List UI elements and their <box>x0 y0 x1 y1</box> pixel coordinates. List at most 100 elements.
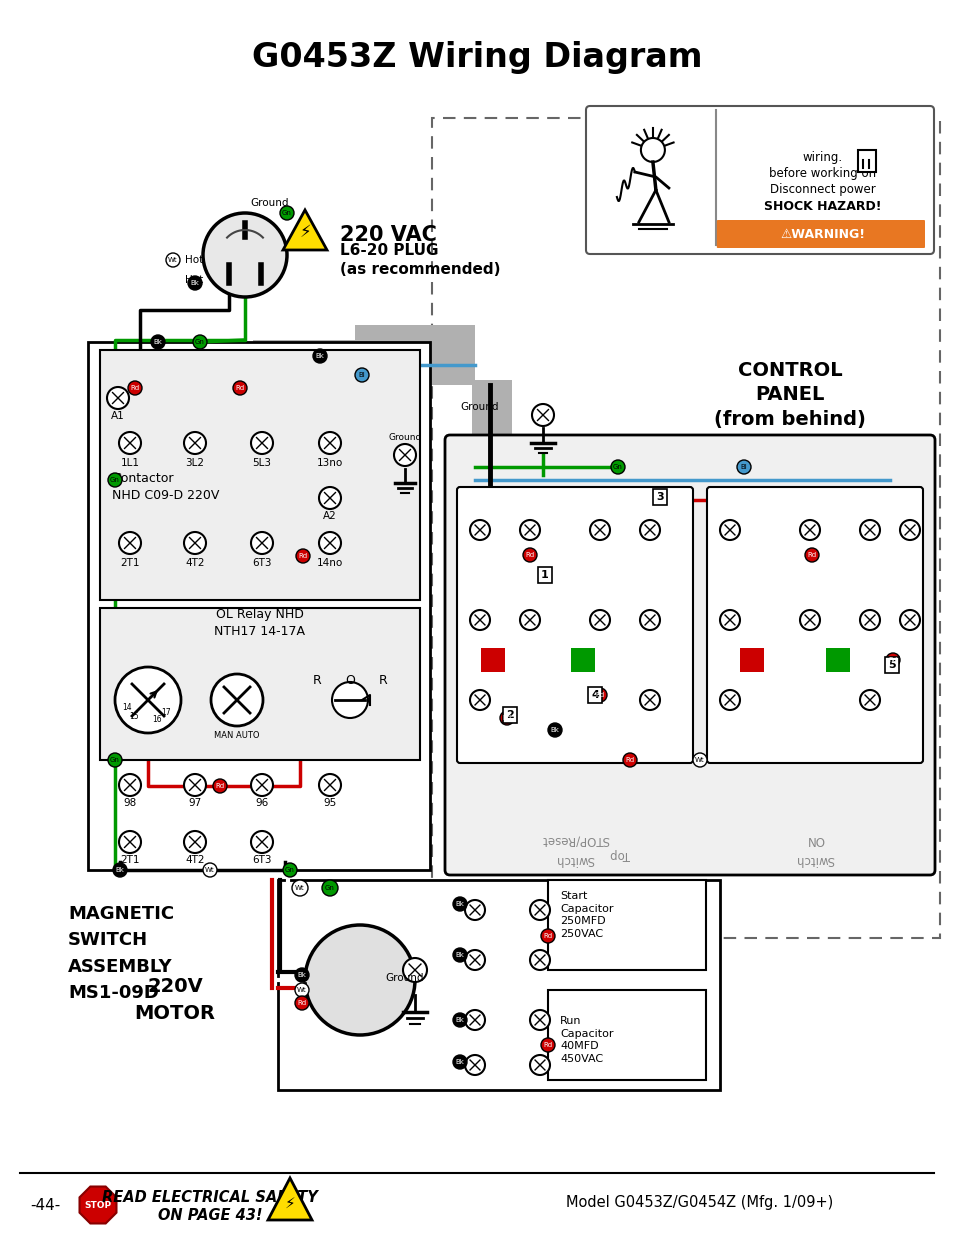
Circle shape <box>899 610 919 630</box>
Circle shape <box>211 674 263 726</box>
Text: Wt: Wt <box>294 885 305 890</box>
Circle shape <box>622 753 637 767</box>
FancyBboxPatch shape <box>444 435 934 876</box>
Text: Model G0453Z/G0454Z (Mfg. 1/09+): Model G0453Z/G0454Z (Mfg. 1/09+) <box>566 1194 833 1209</box>
Text: 3L2: 3L2 <box>185 458 204 468</box>
Text: -44-: -44- <box>30 1198 60 1213</box>
Circle shape <box>402 958 427 982</box>
Text: Bk: Bk <box>315 353 324 359</box>
Text: Rd: Rd <box>543 932 552 939</box>
Circle shape <box>692 753 706 767</box>
Circle shape <box>639 520 659 540</box>
FancyBboxPatch shape <box>585 106 933 254</box>
Circle shape <box>464 950 484 969</box>
Text: Wt: Wt <box>297 987 307 993</box>
Text: STOP/Reset: STOP/Reset <box>540 834 608 846</box>
Bar <box>571 648 595 672</box>
Circle shape <box>639 610 659 630</box>
Bar <box>825 648 849 672</box>
Text: A1: A1 <box>111 411 125 421</box>
Bar <box>547 881 705 969</box>
Circle shape <box>530 1010 550 1030</box>
Circle shape <box>800 610 820 630</box>
Circle shape <box>108 473 122 487</box>
Circle shape <box>184 532 206 555</box>
Polygon shape <box>283 210 327 249</box>
Circle shape <box>318 487 340 509</box>
Circle shape <box>593 688 606 701</box>
Circle shape <box>119 432 141 454</box>
Text: Wt: Wt <box>168 257 177 263</box>
Circle shape <box>530 1055 550 1074</box>
Text: Wt: Wt <box>205 867 214 873</box>
Bar <box>100 608 419 760</box>
Text: Gn: Gn <box>194 338 205 345</box>
Text: Bk: Bk <box>456 952 464 958</box>
Text: MAN AUTO: MAN AUTO <box>214 730 259 740</box>
Text: Bk: Bk <box>297 972 306 978</box>
Text: Ground: Ground <box>388 432 421 441</box>
Text: 2T1: 2T1 <box>120 558 139 568</box>
Text: 96: 96 <box>255 798 269 808</box>
Text: 17: 17 <box>161 708 171 718</box>
Text: Ground: Ground <box>385 973 423 983</box>
Text: Rd: Rd <box>298 553 307 559</box>
Text: Bk: Bk <box>153 338 162 345</box>
Circle shape <box>859 520 879 540</box>
Circle shape <box>499 711 514 725</box>
Circle shape <box>453 948 467 962</box>
Circle shape <box>519 610 539 630</box>
Circle shape <box>899 520 919 540</box>
Circle shape <box>522 548 537 562</box>
Text: 1: 1 <box>540 571 548 580</box>
Circle shape <box>115 667 181 734</box>
Circle shape <box>318 532 340 555</box>
Text: O: O <box>345 673 355 687</box>
Text: 1L1: 1L1 <box>120 458 139 468</box>
Text: A2: A2 <box>323 511 336 521</box>
Circle shape <box>547 722 561 737</box>
Circle shape <box>184 774 206 797</box>
Text: Start
Capacitor
250MFD
250VAC: Start Capacitor 250MFD 250VAC <box>559 892 613 939</box>
Circle shape <box>184 432 206 454</box>
Text: Rd: Rd <box>215 783 224 789</box>
Circle shape <box>128 382 142 395</box>
Circle shape <box>119 831 141 853</box>
Circle shape <box>589 610 609 630</box>
FancyBboxPatch shape <box>706 487 923 763</box>
Text: Rd: Rd <box>806 552 816 558</box>
Circle shape <box>885 653 899 667</box>
Text: STOP: STOP <box>85 1200 112 1209</box>
Text: 14: 14 <box>122 703 132 713</box>
Circle shape <box>804 548 818 562</box>
Circle shape <box>322 881 337 897</box>
Text: 5: 5 <box>887 659 895 671</box>
Text: G0453Z Wiring Diagram: G0453Z Wiring Diagram <box>252 42 701 74</box>
Text: 5L3: 5L3 <box>253 458 272 468</box>
Text: 2: 2 <box>506 710 514 720</box>
Text: Bk: Bk <box>456 1016 464 1023</box>
Text: 3: 3 <box>656 492 663 501</box>
Circle shape <box>332 682 368 718</box>
Circle shape <box>108 753 122 767</box>
Text: 14no: 14no <box>316 558 343 568</box>
Text: 6T3: 6T3 <box>252 558 272 568</box>
Circle shape <box>318 432 340 454</box>
Bar <box>355 325 475 385</box>
Text: 4T2: 4T2 <box>185 558 205 568</box>
Text: Rd: Rd <box>297 1000 306 1007</box>
Circle shape <box>859 610 879 630</box>
Circle shape <box>203 863 216 877</box>
Text: Top: Top <box>609 848 629 862</box>
Text: MAGNETIC
SWITCH
ASSEMBLY
MS1-09D: MAGNETIC SWITCH ASSEMBLY MS1-09D <box>68 905 174 1002</box>
Text: Bk: Bk <box>456 902 464 906</box>
Circle shape <box>294 968 309 982</box>
Text: Rd: Rd <box>543 1042 552 1049</box>
Circle shape <box>720 610 740 630</box>
Circle shape <box>184 831 206 853</box>
Circle shape <box>540 929 555 944</box>
Text: Bl: Bl <box>740 464 746 471</box>
Text: Rd: Rd <box>887 657 897 663</box>
Circle shape <box>107 387 129 409</box>
Text: ON: ON <box>805 834 823 846</box>
